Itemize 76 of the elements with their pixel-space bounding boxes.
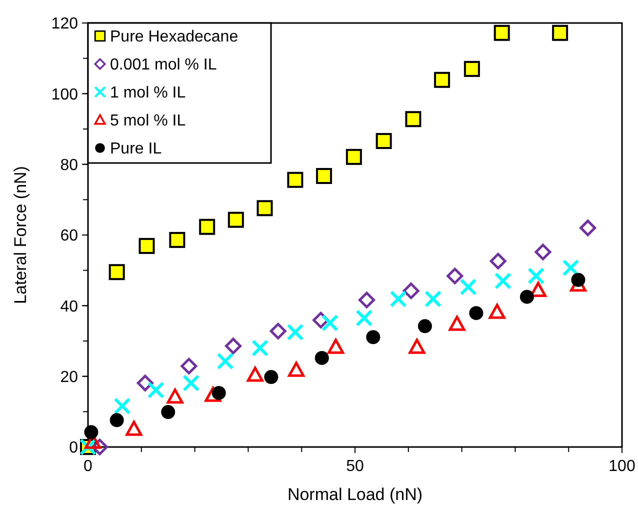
point: [488, 304, 506, 319]
legend-label: Pure Hexadecane: [110, 28, 238, 46]
y-tick-label: 0: [69, 440, 78, 457]
y-tick-label: 40: [60, 298, 78, 316]
point: [110, 413, 124, 428]
point: [376, 133, 392, 150]
point: [366, 330, 380, 344]
point: [138, 238, 155, 254]
y-tick-label: 80: [60, 156, 78, 174]
point: [270, 322, 286, 340]
point: [424, 290, 442, 308]
point: [346, 148, 362, 165]
point: [180, 358, 198, 374]
point: [530, 282, 546, 297]
legend-label: 1 mol % IL: [110, 84, 186, 102]
point: [321, 314, 338, 332]
point: [490, 252, 506, 270]
point: [580, 220, 596, 236]
y-tick-label: 20: [60, 368, 78, 386]
point: [314, 350, 329, 365]
point: [356, 310, 373, 327]
point: [114, 398, 131, 415]
point: [494, 272, 512, 290]
point: [84, 425, 98, 440]
point: [448, 316, 466, 331]
point: [402, 282, 420, 300]
point: [126, 420, 142, 436]
point: [434, 72, 450, 88]
point: [552, 24, 568, 41]
point: [161, 405, 176, 420]
y-axis-title: Lateral Force (nN): [11, 166, 30, 304]
y-tick-label: 60: [60, 228, 78, 245]
point: [446, 268, 464, 284]
legend-label: 0.001 mol % IL: [110, 56, 217, 74]
point: [520, 290, 534, 304]
point: [199, 218, 216, 235]
point: [390, 290, 407, 308]
point: [147, 382, 164, 399]
point: [494, 24, 510, 41]
y-tick-label: 100: [51, 86, 78, 104]
point: [287, 172, 304, 188]
x-axis-title: Normal Load (nN): [287, 485, 423, 504]
point: [408, 338, 426, 354]
point: [418, 319, 432, 334]
point: [204, 386, 222, 402]
point: [460, 278, 477, 296]
x-tick-label: 0: [84, 458, 93, 475]
point: [108, 264, 125, 280]
point: [316, 168, 332, 184]
legend-label: Pure IL: [110, 140, 162, 158]
point: [469, 306, 484, 320]
point: [166, 388, 184, 404]
y-tick-label: 120: [51, 16, 78, 33]
point: [216, 352, 234, 370]
point: [534, 244, 552, 260]
point: [571, 272, 586, 287]
point: [464, 60, 480, 77]
point: [246, 366, 264, 382]
point: [562, 259, 580, 276]
x-tick-label: 100: [608, 458, 636, 475]
point: [528, 267, 545, 284]
point: [169, 232, 186, 248]
point: [225, 338, 242, 354]
point: [328, 338, 344, 354]
legend-label: 5 mol % IL: [110, 112, 186, 130]
point: [358, 292, 375, 308]
point: [286, 324, 304, 341]
point: [182, 374, 200, 392]
point: [228, 212, 244, 228]
point: [405, 111, 422, 128]
point: [288, 362, 305, 377]
point: [264, 370, 278, 384]
point: [256, 200, 273, 216]
point: [136, 374, 154, 392]
x-tick-label: 50: [346, 458, 364, 475]
point: [251, 340, 268, 357]
